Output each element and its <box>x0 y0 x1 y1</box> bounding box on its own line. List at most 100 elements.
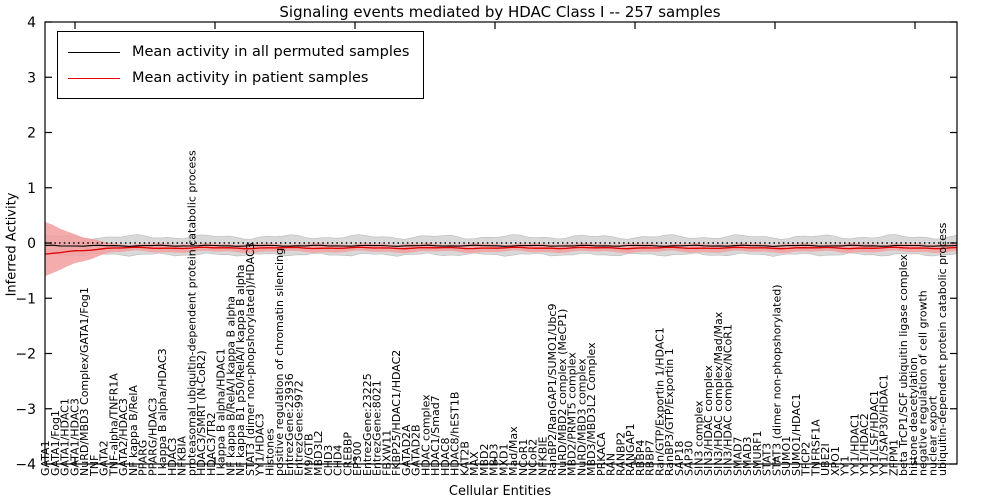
entity-label: nuclear export <box>926 395 939 476</box>
entity-label: NFKBIA <box>176 435 189 476</box>
entity-label: CHD3 <box>322 445 335 476</box>
y-tick-label: 2 <box>27 126 36 142</box>
entity-label: TNFRSF1A <box>809 419 822 477</box>
entity-label: GATA2/HDAC3 <box>117 398 130 476</box>
entity-label: SIN3 complex <box>692 400 705 476</box>
entity-label: STAT3 <box>761 443 774 476</box>
legend-label: Mean activity in all permuted samples <box>132 44 410 60</box>
x-axis-label: Cellular Entities <box>448 484 552 499</box>
entity-label: SAP30 <box>683 441 696 476</box>
entity-label: M9/GTB <box>302 433 315 476</box>
entity-label: HDAC3/SMRT (N-CoR2) <box>195 350 208 476</box>
entity-label: proteasomal ubiquitin-dependent protein … <box>185 150 198 476</box>
entity-label: MBD3 <box>488 443 501 476</box>
entity-label: HDAC3 <box>166 437 179 476</box>
entity-label: I kappa B alpha/HDAC3 <box>156 348 169 476</box>
entity-label: NF kappa B/RelA/I kappa B alpha <box>224 296 237 476</box>
y-tick-label: −2 <box>15 347 36 363</box>
entity-label: STAT3 (dimer non-phopshorylated) <box>770 285 783 477</box>
legend-item-permuted: Mean activity in all permuted samples <box>68 39 409 65</box>
permuted-mean-line <box>44 244 958 247</box>
entity-label: STAT3 (dimer non-phopshorylated)/HDAC3 <box>244 242 257 476</box>
entity-label: GATA2 <box>98 440 111 476</box>
entity-label: RanBP2/RanGAP1/SUMO1/Ubc9 <box>546 304 559 476</box>
entity-label: TNF <box>88 455 101 477</box>
entity-label: NuRD/MBD3 complex <box>575 358 588 476</box>
y-tick-label: −1 <box>15 291 36 307</box>
entity-label: SIN3/HDAC complex/NCoR1 <box>722 324 735 476</box>
entity-label: GATA1/HDAC1 <box>59 398 72 476</box>
entity-label: ZFPM1 <box>887 439 900 476</box>
entity-label: SAP18 <box>673 441 686 476</box>
entity-label: PPARG/HDAC3 <box>146 397 159 476</box>
entity-label: SIN3/HDAC complex/Mad/Max <box>712 311 725 476</box>
entity-label: HDAC complex <box>419 394 432 476</box>
entity-label: GATAD2B <box>410 424 423 476</box>
chart-title: Signaling events mediated by HDAC Class … <box>279 3 721 21</box>
legend: Mean activity in all permuted samples Me… <box>57 31 425 99</box>
entity-label: SUMO1 <box>780 436 793 476</box>
red-line-swatch <box>68 77 120 79</box>
entity-label: GATA1/HDAC3 <box>68 398 81 476</box>
entity-label: negative regulation of cell growth <box>917 290 930 476</box>
entity-label: YY1/HDAC2 <box>858 413 871 477</box>
entity-label: XPO1 <box>829 446 842 476</box>
entity-label: NuRD/MBD2 complex (MeCP1) <box>556 309 569 476</box>
entity-label: ubiquitin-dependent protein catabolic pr… <box>936 222 949 476</box>
entity-label: MBD2 <box>478 443 491 476</box>
entity-label: EntrezGene:9972 <box>293 380 306 476</box>
entity-label: histone deacetylation <box>907 357 920 476</box>
entity-label: TNF-alpha/TNFR1A <box>107 373 120 477</box>
entity-label: PPARG <box>137 440 150 476</box>
y-tick-label: 1 <box>27 181 36 197</box>
entity-label: NF kappa B/RelA <box>127 385 140 476</box>
entity-label: TFCP2 <box>800 442 813 477</box>
entity-label: HDAC1/Smad7 <box>429 395 442 476</box>
entity-label: positive regulation of chromatin silenci… <box>273 248 286 476</box>
entity-label: PRKACA <box>595 432 608 476</box>
entity-label: RANGAP1 <box>624 423 637 476</box>
entity-label: FKBP25/HDAC1/HDAC2 <box>390 350 403 476</box>
entity-label: CREBBP <box>341 432 354 476</box>
entity-label: RBBP4 <box>634 440 647 476</box>
entity-label: EntrezGene:23936 <box>283 373 296 476</box>
entity-label: HDAC8 <box>439 437 452 476</box>
entity-label: EntrezGene:23225 <box>361 373 374 476</box>
entity-label: NFKBIE <box>536 436 549 476</box>
entity-label: MBD3/MBD3L2 Complex <box>585 342 598 476</box>
entity-label: YY1 <box>839 456 852 477</box>
entity-label: SMAD3 <box>741 437 754 476</box>
entity-label: YY1/HDAC3 <box>254 413 267 477</box>
entity-label: Ran/GTP/Exportin 1/HDAC1 <box>653 327 666 476</box>
entity-label: GATA1/Fog1 <box>49 410 62 476</box>
entity-label: RANBP2 <box>614 432 627 476</box>
entity-label: SMAD7 <box>731 437 744 476</box>
entity-label: EntrezGene:8021 <box>371 380 384 476</box>
entity-label: YY1/SAP30/HDAC1 <box>878 374 891 477</box>
y-tick-label: −3 <box>15 402 36 418</box>
entity-label: MBD2/PRMT5 complex <box>566 352 579 476</box>
y-tick-label: −4 <box>15 457 36 473</box>
entity-label: YY1/LSF/HDAC1 <box>868 390 881 477</box>
entity-label: SMURF1 <box>751 431 764 477</box>
entity-label: SUMO1/HDAC1 <box>790 394 803 476</box>
entity-label: MXD1 <box>497 444 510 477</box>
entity-label: CHD4 <box>332 445 345 476</box>
entity-label: HDAC8/hEST1B <box>449 392 462 476</box>
legend-item-patient: Mean activity in patient samples <box>68 65 409 91</box>
patient-mean-line <box>44 246 958 255</box>
entity-label: NF kappa B1 p50/RelA/I kappa B alpha <box>234 265 247 477</box>
y-tick-label: 4 <box>27 15 36 31</box>
legend-label: Mean activity in patient samples <box>132 70 369 86</box>
entity-label: SIN3/HDAC complex <box>702 365 715 476</box>
y-tick-label: 3 <box>27 70 36 86</box>
black-line-swatch <box>68 51 120 53</box>
entity-label: UBE2I <box>819 443 832 476</box>
entity-label: RBBP7 <box>644 440 657 476</box>
entity-label: I kappa B alpha/HDAC1 <box>215 348 228 476</box>
entity-label: NuRD/MBD3 Complex/GATA1/Fog1 <box>78 287 91 476</box>
y-tick-label: 0 <box>27 236 36 252</box>
entity-label: KAT2B <box>458 441 471 476</box>
